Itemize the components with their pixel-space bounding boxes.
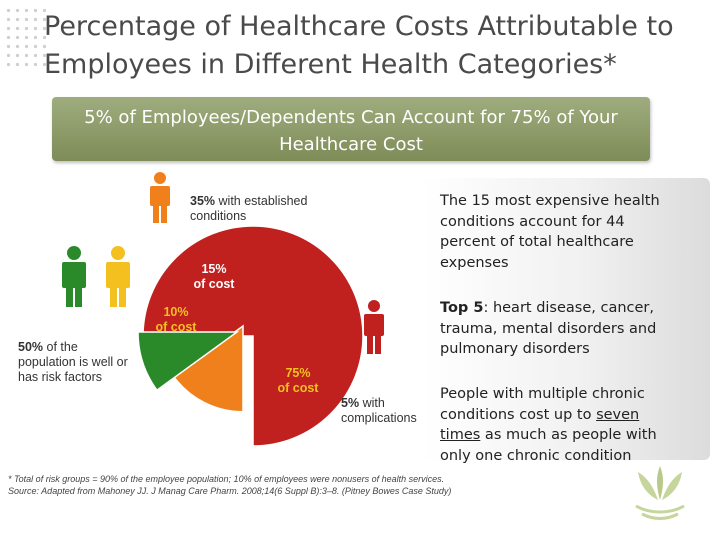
complications-desc: with complications bbox=[341, 396, 417, 425]
label-established: 35% with established conditions bbox=[190, 194, 340, 224]
panel-paragraph-3: People with multiple chronic conditions … bbox=[440, 384, 666, 466]
top5-label: Top 5 bbox=[440, 300, 484, 316]
slice-label-10-text: of cost bbox=[155, 320, 197, 334]
slice-label-75-pct: 75% bbox=[285, 366, 311, 380]
label-well: 50% of the population is well or has ris… bbox=[18, 340, 134, 385]
slice-label-10: 10% of cost bbox=[146, 305, 206, 335]
slice-label-10-pct: 10% bbox=[163, 305, 189, 319]
right-panel bbox=[422, 178, 710, 460]
pie-slices bbox=[137, 225, 364, 447]
pie-slice-75 bbox=[142, 225, 364, 447]
panel-paragraph-2: Top 5: heart disease, cancer, trauma, me… bbox=[440, 298, 666, 360]
well-pct: 50% bbox=[18, 340, 44, 354]
headline-banner: 5% of Employees/Dependents Can Account f… bbox=[52, 97, 650, 161]
label-complications: 5% with complications bbox=[341, 396, 433, 426]
slice-label-15-text: of cost bbox=[193, 277, 235, 291]
p3-seven: seven bbox=[596, 406, 640, 423]
established-desc: with established conditions bbox=[190, 194, 308, 223]
footnote-line-2: Source: Adapted from Mahoney JJ. J Manag… bbox=[8, 485, 452, 496]
slice-label-75: 75% of cost bbox=[262, 366, 334, 396]
pie-slice-10 bbox=[137, 331, 240, 392]
pie-slice-15 bbox=[172, 324, 244, 413]
person-icon-orange-top bbox=[150, 172, 170, 223]
person-icon-yellow bbox=[106, 246, 130, 307]
panel-paragraph-1: The 15 most expensive health conditions … bbox=[440, 193, 660, 271]
established-pct: 35% bbox=[190, 194, 216, 208]
person-icon-red bbox=[364, 300, 384, 354]
complications-pct: 5% bbox=[341, 396, 360, 410]
slice-label-15-pct: 15% bbox=[201, 262, 227, 276]
slice-label-15: 15% of cost bbox=[184, 262, 244, 292]
slice-label-75-text: of cost bbox=[277, 381, 319, 395]
top5-text: : heart disease, cancer, trauma, mental … bbox=[440, 300, 657, 357]
footnote-line-1: * Total of risk groups = 90% of the empl… bbox=[8, 474, 445, 484]
well-desc: of the population is well or has risk fa… bbox=[18, 340, 128, 384]
p3-end: as much as people with only one chronic … bbox=[440, 427, 657, 464]
decorative-dots bbox=[4, 6, 50, 68]
p3-times: times bbox=[440, 427, 481, 443]
page-title: Percentage of Healthcare Costs Attributa… bbox=[44, 11, 674, 80]
person-icon-green bbox=[62, 246, 86, 307]
footnote: * Total of risk groups = 90% of the empl… bbox=[8, 474, 568, 497]
p3-start: People with multiple chronic conditions … bbox=[440, 386, 645, 423]
